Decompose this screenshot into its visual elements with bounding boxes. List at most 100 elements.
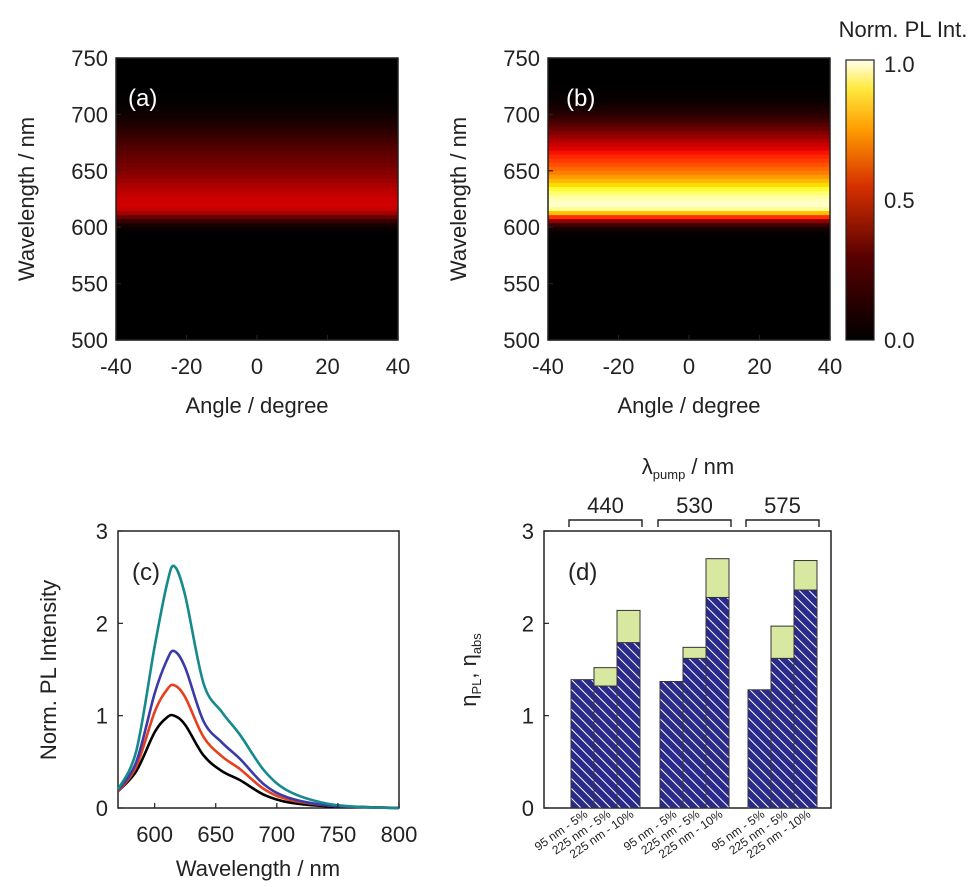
heatmap-row xyxy=(116,296,398,301)
heatmap-row xyxy=(116,143,398,148)
heatmap-row xyxy=(116,151,398,156)
heatmap-row xyxy=(548,147,830,152)
heatmap-row xyxy=(116,66,398,71)
y-axis-label-a: Wavelength / nm xyxy=(14,117,39,281)
heatmap-row xyxy=(548,207,830,212)
y-tick-label: 750 xyxy=(71,46,108,71)
heatmap-row xyxy=(548,163,830,168)
heatmap-row xyxy=(548,167,830,172)
heatmap-row xyxy=(548,135,830,140)
heatmap-row xyxy=(548,259,830,264)
heatmap-row xyxy=(116,272,398,277)
y-tick-label: 0 xyxy=(522,796,534,821)
heatmap-row xyxy=(116,324,398,329)
heatmap-row xyxy=(548,171,830,176)
y-tick-label: 1 xyxy=(96,704,108,729)
heatmap-row xyxy=(116,131,398,136)
heatmap-row xyxy=(116,102,398,107)
x-tick-label: 40 xyxy=(386,354,410,379)
group-label: 440 xyxy=(587,493,624,518)
x-tick-label: -20 xyxy=(603,354,635,379)
heatmap-row xyxy=(548,272,830,277)
heatmap-row xyxy=(116,239,398,244)
heatmap-row xyxy=(116,227,398,232)
heatmap-row xyxy=(116,163,398,168)
bar-eta-pl xyxy=(617,643,640,808)
y-tick-label: 550 xyxy=(503,272,540,297)
heatmap-row xyxy=(116,183,398,188)
heatmap-row xyxy=(548,223,830,228)
bar-eta-pl xyxy=(706,597,729,808)
heatmap-a xyxy=(116,58,398,341)
heatmap-row xyxy=(548,78,830,83)
colorbar-label: Norm. PL Int. xyxy=(839,17,968,42)
y-axis-label-d: ηPL, ηabs xyxy=(456,633,484,707)
heatmap-row xyxy=(548,126,830,131)
heatmap-row xyxy=(548,179,830,184)
heatmap-row xyxy=(116,276,398,281)
heatmap-row xyxy=(116,259,398,264)
heatmap-row xyxy=(548,328,830,333)
group-label: 575 xyxy=(764,493,801,518)
heatmap-row xyxy=(116,114,398,119)
heatmap-row xyxy=(548,292,830,297)
y-tick-label: 2 xyxy=(96,611,108,636)
heatmap-row xyxy=(116,159,398,164)
heatmap-row xyxy=(116,94,398,99)
heatmap-row xyxy=(116,312,398,317)
panel-b: (b) -40 -20 0 20 40500550600650700750 Angle … xyxy=(446,46,842,418)
heatmap-row xyxy=(548,66,830,71)
heatmap-row xyxy=(548,183,830,188)
bar-eta-abs xyxy=(594,668,617,686)
heatmap-row xyxy=(116,215,398,220)
heatmap-row xyxy=(548,239,830,244)
heatmap-row xyxy=(548,263,830,268)
heatmap-row xyxy=(116,223,398,228)
heatmap-row xyxy=(548,159,830,164)
x-tick-label: -40 xyxy=(100,354,132,379)
heatmap-row xyxy=(548,267,830,272)
heatmap-row xyxy=(116,187,398,192)
heatmap-row xyxy=(116,74,398,79)
heatmap-row xyxy=(548,122,830,127)
heatmap-row xyxy=(116,126,398,131)
heatmap-row xyxy=(548,151,830,156)
heatmap-row xyxy=(548,215,830,220)
heatmap-row xyxy=(116,255,398,260)
group-bracket xyxy=(658,520,731,527)
y-tick-label: 0 xyxy=(96,796,108,821)
y-tick-label: 750 xyxy=(503,46,540,71)
top-axis-unit: / nm xyxy=(685,454,734,479)
heatmap-row xyxy=(548,118,830,123)
heatmap-row xyxy=(116,155,398,160)
heatmap-row xyxy=(116,247,398,252)
y-tick-label: 1 xyxy=(522,704,534,729)
heatmap-row xyxy=(116,110,398,115)
y-tick-label: 700 xyxy=(503,102,540,127)
axis-ticks-d: 0 1 2 3 xyxy=(522,519,549,821)
y-tick-label: 2 xyxy=(522,611,534,636)
heatmap-row xyxy=(116,195,398,200)
heatmap-row xyxy=(116,147,398,152)
x-tick-label: 0 xyxy=(683,354,695,379)
heatmap-row xyxy=(116,175,398,180)
lines-c xyxy=(118,566,399,808)
y-tick-label: 500 xyxy=(503,328,540,353)
bar-eta-pl xyxy=(794,590,817,808)
heatmap-row xyxy=(548,304,830,309)
heatmap-row xyxy=(548,139,830,144)
y-tick-label: 700 xyxy=(71,102,108,127)
group-label: 530 xyxy=(676,493,713,518)
heatmap-row xyxy=(548,316,830,321)
heatmap-row xyxy=(548,62,830,67)
heatmap-row xyxy=(548,247,830,252)
heatmap-row xyxy=(116,203,398,208)
heatmap-row xyxy=(116,267,398,272)
heatmap-row xyxy=(548,199,830,204)
heatmap-row xyxy=(116,90,398,95)
panel-label-a: (a) xyxy=(128,85,157,112)
heatmap-row xyxy=(548,255,830,260)
